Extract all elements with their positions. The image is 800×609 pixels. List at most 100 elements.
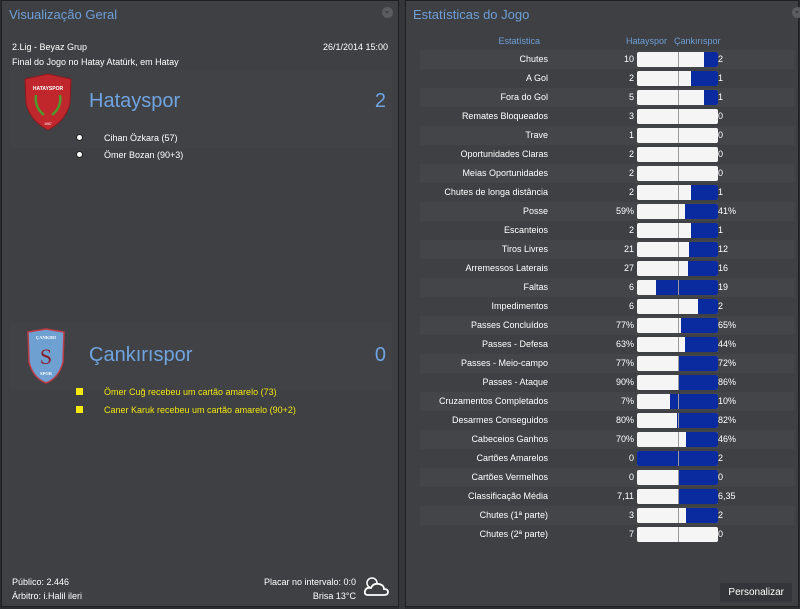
stat-label: Arremessos Laterais xyxy=(465,263,548,273)
bar-midline xyxy=(678,52,679,67)
stat-comparison-bar xyxy=(637,508,718,523)
home-team-name[interactable]: Hatayspor xyxy=(89,90,181,112)
stat-label: Classificação Média xyxy=(467,491,548,501)
stat-label: Remates Bloqueados xyxy=(461,111,548,121)
stats-panel: Estatísticas do Jogo Estatística Hataysp… xyxy=(405,0,800,607)
stat-label: Escanteios xyxy=(503,225,548,235)
bar-midline xyxy=(678,356,679,371)
column-header-stat[interactable]: Estatística xyxy=(498,36,540,46)
away-bar-segment xyxy=(656,280,718,295)
stat-row: Passes - Ataque 90% 86% xyxy=(420,373,795,392)
stat-label: Trave xyxy=(525,130,548,140)
stat-row: Chutes (1ª parte) 3 2 xyxy=(420,506,795,525)
panel-splitter[interactable] xyxy=(399,0,405,609)
away-team-block: ÇANKIRI S SPOR Çankırıspor 0 xyxy=(10,323,392,391)
away-value: 19 xyxy=(718,282,729,292)
home-value: 7,11 xyxy=(617,491,634,501)
stat-comparison-bar xyxy=(637,432,718,447)
svg-text:HATAYSPOR: HATAYSPOR xyxy=(33,86,64,92)
home-team-block: HATAYSPOR 1967 Hatayspor 2 xyxy=(10,70,392,148)
stat-label: Cartões Amarelos xyxy=(476,453,548,463)
svg-text:SPOR: SPOR xyxy=(40,371,53,376)
hatayspor-crest-icon: HATAYSPOR 1967 xyxy=(24,73,72,131)
home-value: 90% xyxy=(615,377,634,387)
weather-label: Brisa 13°C xyxy=(312,591,356,601)
stat-comparison-bar xyxy=(637,413,718,428)
halftime-score: Placar no intervalo: 0:0 xyxy=(263,577,356,587)
column-header-away[interactable]: Çankırıspor xyxy=(674,36,721,46)
customize-button[interactable]: Personalizar xyxy=(720,583,792,602)
home-value: 7 xyxy=(628,529,634,539)
ball-icon xyxy=(76,151,83,158)
stats-title: Estatísticas do Jogo xyxy=(413,7,530,22)
yellow-card-event: Caner Karuk recebeu um cartão amarelo (9… xyxy=(76,405,296,415)
stat-row: Passes - Meio-campo 77% 72% xyxy=(420,354,795,373)
home-value: 10 xyxy=(623,54,634,64)
bar-midline xyxy=(678,318,679,333)
home-value: 2 xyxy=(628,187,634,197)
away-team-score: 0 xyxy=(374,344,386,366)
referee-label: Árbitro: i.Halil ileri xyxy=(12,591,83,601)
bar-midline xyxy=(678,432,679,447)
away-bar-segment xyxy=(670,394,718,409)
stat-label: Passes - Defesa xyxy=(481,339,548,349)
stat-row: Passes Concluídos 77% 65% xyxy=(420,316,795,335)
collapse-stats-button[interactable] xyxy=(792,7,800,18)
away-value: 12 xyxy=(718,244,729,254)
stat-comparison-bar xyxy=(637,185,718,200)
away-value: 72% xyxy=(718,358,737,368)
away-value: 1 xyxy=(718,92,724,102)
collapse-overview-button[interactable] xyxy=(382,7,393,18)
away-bar-segment xyxy=(679,356,718,371)
stat-row: Passes - Defesa 63% 44% xyxy=(420,335,795,354)
goal-event: Cihan Özkara (57) xyxy=(76,133,178,143)
stat-label: Posse xyxy=(522,206,548,216)
away-bar-segment xyxy=(685,432,718,447)
yellow-card-event: Ömer Cuğ recebeu um cartão amarelo (73) xyxy=(76,387,277,397)
ball-icon xyxy=(76,134,83,141)
bar-midline xyxy=(678,280,679,295)
stat-comparison-bar xyxy=(637,147,718,162)
stat-row: Chutes (2ª parte) 7 0 xyxy=(420,525,795,544)
svg-text:1967: 1967 xyxy=(44,122,52,126)
home-team-score: 2 xyxy=(374,90,386,112)
stat-comparison-bar xyxy=(637,451,718,466)
bar-midline xyxy=(678,508,679,523)
bar-midline xyxy=(678,71,679,86)
home-value: 0 xyxy=(628,453,634,463)
stat-row: Oportunidades Claras 2 0 xyxy=(420,145,795,164)
away-bar-segment xyxy=(688,242,718,257)
away-team-name[interactable]: Çankırıspor xyxy=(89,344,193,366)
column-header-home[interactable]: Hatayspor xyxy=(626,36,668,46)
stat-comparison-bar xyxy=(637,280,718,295)
stat-comparison-bar xyxy=(637,128,718,143)
goal-event: Ömer Bozan (90+3) xyxy=(76,150,183,160)
stat-label: Chutes (1ª parte) xyxy=(479,510,548,520)
stat-row: Cruzamentos Completados 7% 10% xyxy=(420,392,795,411)
home-value: 0 xyxy=(628,472,634,482)
overview-panel: Visualização Geral 2.Lig - Beyaz Grup 26… xyxy=(1,0,399,607)
stat-comparison-bar xyxy=(637,489,718,504)
bar-midline xyxy=(678,413,679,428)
stat-row: Impedimentos 6 2 xyxy=(420,297,795,316)
away-bar-segment xyxy=(684,204,718,219)
attendance-label: Público: 2.446 xyxy=(12,577,70,587)
stat-row: Posse 59% 41% xyxy=(420,202,795,221)
away-value: 65% xyxy=(718,320,737,330)
away-bar-segment xyxy=(679,489,718,504)
stat-label: Passes - Meio-campo xyxy=(460,358,548,368)
away-bar-segment xyxy=(691,223,718,238)
venue-text: Final do Jogo no Hatay Atatürk, em Hatay xyxy=(12,57,179,67)
stat-comparison-bar xyxy=(637,318,718,333)
stat-comparison-bar xyxy=(637,527,718,542)
stat-label: Desarmes Conseguidos xyxy=(451,415,548,425)
stat-comparison-bar xyxy=(637,356,718,371)
away-value: 0 xyxy=(718,111,724,121)
stat-comparison-bar xyxy=(637,375,718,390)
stat-label: Chutes xyxy=(519,54,548,64)
away-value: 1 xyxy=(718,187,724,197)
away-value: 2 xyxy=(718,510,724,520)
away-value: 0 xyxy=(718,149,724,159)
home-value: 27 xyxy=(623,263,634,273)
stat-comparison-bar xyxy=(637,299,718,314)
